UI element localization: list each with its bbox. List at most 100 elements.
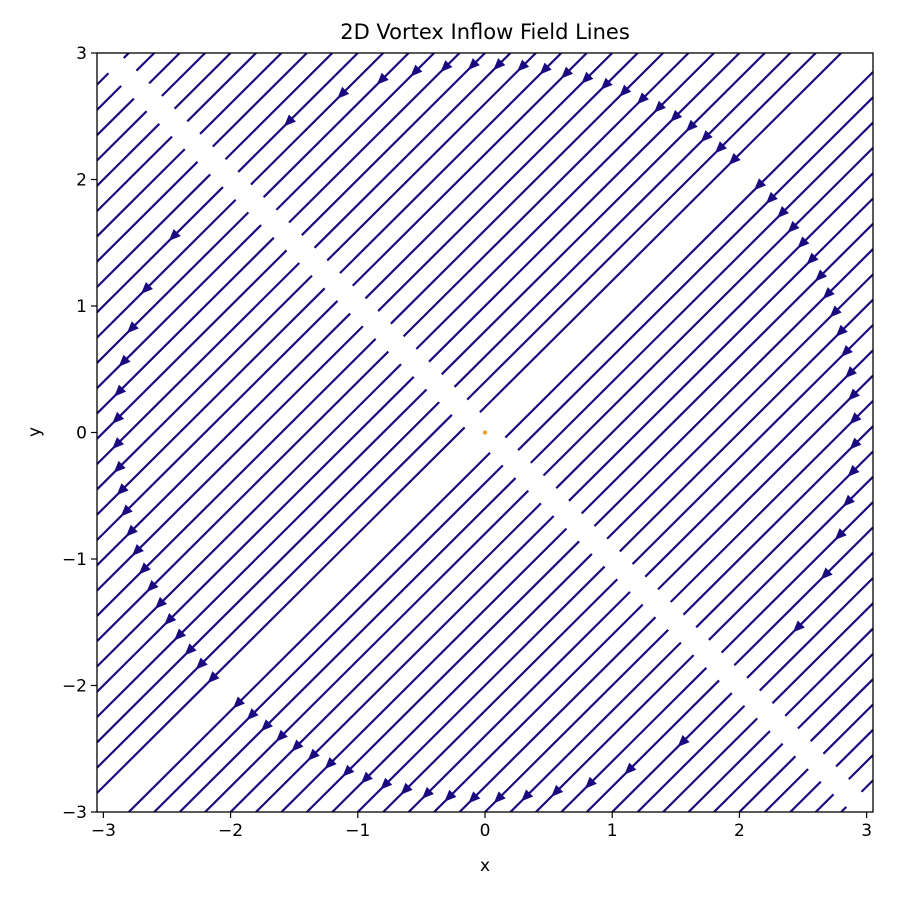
chart-title: 2D Vortex Inflow Field Lines <box>340 20 630 44</box>
streamline <box>97 287 326 516</box>
streamline <box>860 779 873 793</box>
streamline <box>530 121 873 464</box>
streamline <box>848 754 873 780</box>
streamline <box>97 211 250 364</box>
flow-arrow <box>493 58 506 71</box>
streamline <box>351 53 588 287</box>
streamline <box>789 780 822 812</box>
flow-arrow <box>842 494 855 507</box>
streamline <box>97 123 161 187</box>
flow-arrow <box>168 229 181 242</box>
flow-arrow <box>154 596 167 609</box>
streamline <box>97 363 402 668</box>
streamline <box>301 53 486 236</box>
y-axis: −3 −2 −1 0 1 2 3 <box>62 44 97 823</box>
flow-arrow <box>754 178 767 191</box>
flow-arrow <box>376 72 389 85</box>
streamline <box>135 53 156 72</box>
streamline <box>97 97 135 137</box>
streamline <box>479 53 842 414</box>
flow-arrow <box>400 782 413 795</box>
flow-arrow <box>493 791 506 804</box>
flow-arrow <box>829 305 842 318</box>
flow-arrow <box>468 791 481 804</box>
streamline <box>97 338 377 617</box>
streamline <box>814 793 835 812</box>
flow-arrow <box>114 384 127 397</box>
flow-arrow <box>421 786 434 799</box>
streamline <box>568 197 873 502</box>
flow-arrow <box>184 643 197 656</box>
y-axis-label: y <box>25 427 45 437</box>
streamline <box>97 414 453 769</box>
flow-arrow <box>131 543 144 556</box>
flow-arrow <box>844 366 857 379</box>
flow-arrow <box>120 504 133 517</box>
streamline <box>453 53 792 388</box>
streamline <box>669 400 873 603</box>
flow-arrow <box>207 671 220 684</box>
streamline <box>224 53 334 161</box>
flow-arrow <box>113 460 126 473</box>
streamline <box>535 654 695 812</box>
flow-arrow <box>342 764 355 777</box>
flow-arrow <box>765 191 778 204</box>
streamline <box>606 273 873 540</box>
flow-arrow <box>581 71 594 84</box>
streamline <box>97 236 275 415</box>
y-tick-label: 3 <box>76 44 87 64</box>
flow-arrow <box>619 84 632 97</box>
streamline <box>440 53 766 376</box>
y-tick-label: 2 <box>76 171 87 191</box>
flow-arrow <box>410 64 423 77</box>
flow-arrow <box>822 287 835 300</box>
flow-arrow <box>126 321 139 334</box>
flow-arrow <box>125 524 138 537</box>
streamline <box>237 53 359 173</box>
center-point <box>482 430 488 435</box>
streamline <box>746 551 873 679</box>
streamline <box>484 629 669 812</box>
streamline <box>97 161 199 263</box>
streamline <box>619 298 873 553</box>
flow-arrow <box>670 109 683 122</box>
flow-arrow <box>118 354 131 367</box>
flow-arrows <box>112 58 862 804</box>
flow-arrow <box>600 77 613 90</box>
streamline <box>97 262 301 465</box>
flow-arrow <box>146 579 159 593</box>
x-tick-label: 0 <box>480 821 491 841</box>
streamline <box>204 489 530 812</box>
streamline <box>517 96 873 451</box>
flow-arrow <box>116 483 129 496</box>
flow-arrow <box>517 59 530 72</box>
streamline <box>275 53 435 211</box>
streamline <box>97 376 415 693</box>
streamline <box>713 742 784 812</box>
streamline <box>644 349 873 578</box>
streamline <box>407 591 631 812</box>
streamline <box>733 526 873 667</box>
x-tick-label: −1 <box>345 821 370 841</box>
y-tick-label: −2 <box>62 677 87 697</box>
streamline <box>97 186 224 314</box>
streamline <box>636 704 746 812</box>
flow-arrow <box>291 739 304 752</box>
streamline <box>97 300 339 541</box>
x-tick-label: −3 <box>91 821 116 841</box>
streamline <box>682 425 873 616</box>
flow-arrow <box>624 762 637 775</box>
streamline <box>509 641 682 812</box>
y-tick-label: −3 <box>62 803 87 823</box>
y-tick-label: 0 <box>76 424 87 444</box>
streamline <box>759 577 873 692</box>
flow-arrow <box>820 567 833 580</box>
flow-arrow <box>260 719 273 732</box>
streamline <box>428 53 741 363</box>
streamline <box>250 53 385 186</box>
streamline <box>199 53 283 135</box>
streamline <box>97 401 440 744</box>
flow-arrow <box>521 789 534 802</box>
streamline <box>433 603 644 812</box>
flow-arrow <box>806 252 819 265</box>
